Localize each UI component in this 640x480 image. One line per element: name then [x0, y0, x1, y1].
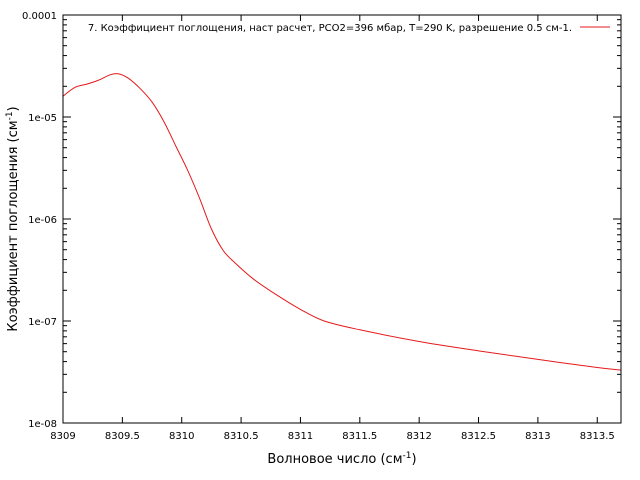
x-tick-label: 8310.5	[224, 431, 259, 442]
y-axis-title-suffix: )	[6, 106, 21, 111]
y-axis-title: Коэффициент поглощения (см-1)	[5, 106, 21, 331]
plot-frame	[62, 14, 622, 424]
x-tick-label: 8309	[50, 431, 75, 442]
axis-ticks	[62, 14, 621, 424]
y-tick-label: 1e-07	[28, 317, 57, 328]
y-tick-label: 1e-08	[28, 419, 57, 430]
y-axis-title-sup: -1	[5, 111, 15, 120]
x-tick-label: 8309.5	[105, 431, 140, 442]
x-tick-label: 8312	[406, 431, 431, 442]
x-tick-label: 8311	[288, 431, 313, 442]
series-layer	[62, 73, 622, 371]
x-tick-label: 8313	[525, 431, 550, 442]
series-line	[62, 73, 622, 371]
x-axis-title-text: Волновое число (см	[267, 452, 402, 467]
x-axis-title: Волновое число (см-1)	[267, 451, 416, 467]
y-tick-label: 1e-05	[28, 113, 57, 124]
y-tick-label: 1e-06	[28, 215, 57, 226]
y-axis-title-text: Коэффициент поглощения (см	[6, 120, 21, 331]
legend-label: 7. Коэффициент поглощения, наст расчет, …	[88, 23, 572, 34]
x-axis-title-sup: -1	[403, 451, 412, 461]
x-axis-title-suffix: )	[411, 452, 416, 467]
x-tick-label: 8313.5	[580, 431, 615, 442]
y-tick-label: 0.0001	[22, 11, 57, 22]
x-tick-label: 8310	[169, 431, 194, 442]
legend: 7. Коэффициент поглощения, наст расчет, …	[88, 23, 610, 34]
x-tick-label: 8312.5	[461, 431, 496, 442]
x-tick-label: 8311.5	[342, 431, 377, 442]
axis-tick-labels: 8309 8309.5 8310 8310.5 8311 8311.5 8312 8312.5…	[22, 11, 615, 442]
